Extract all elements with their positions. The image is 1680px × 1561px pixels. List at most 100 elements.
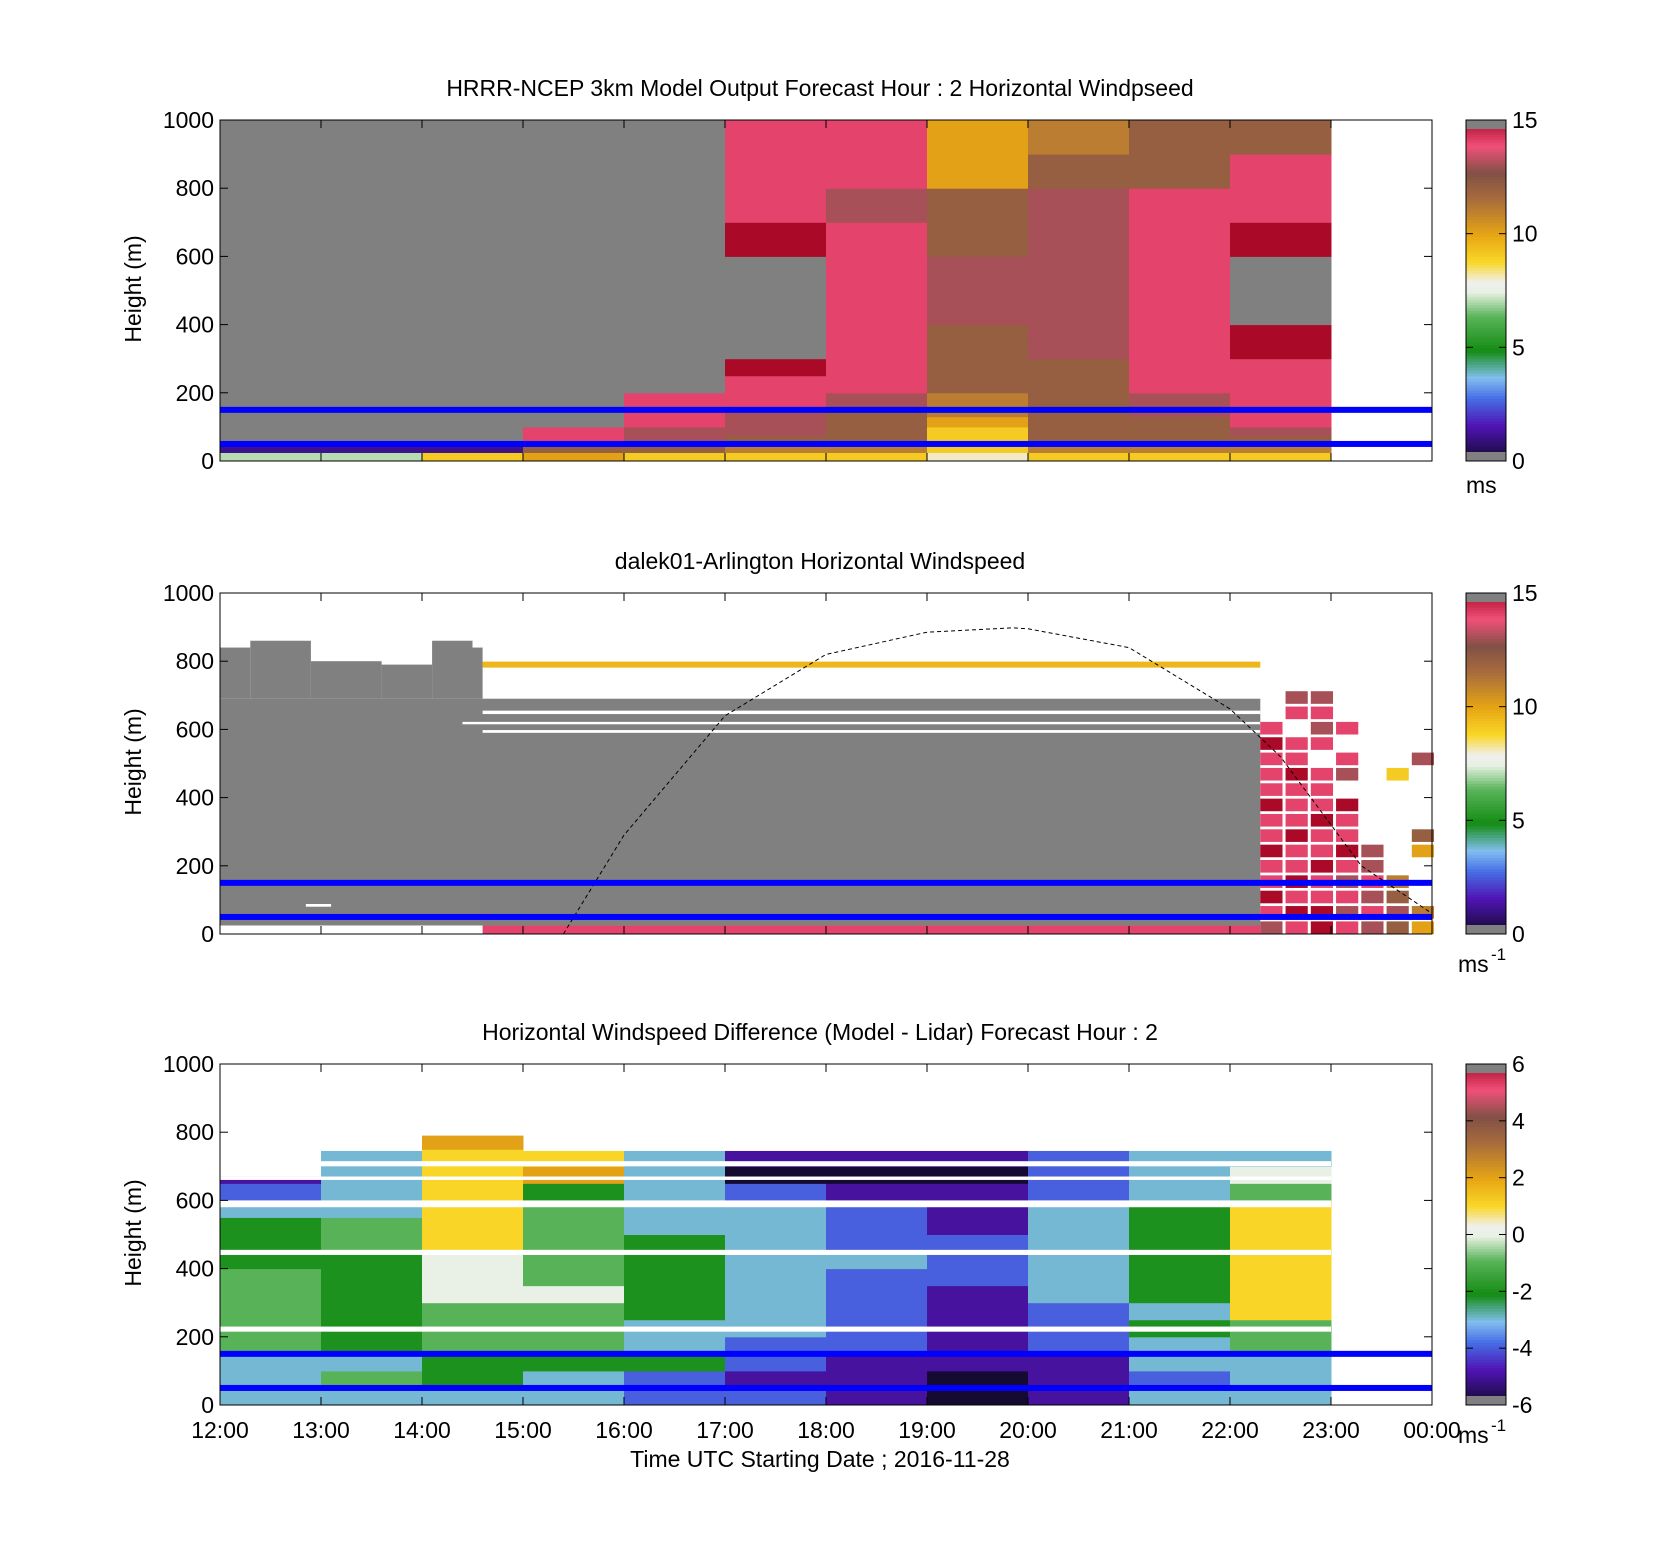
- heatmap-cell: [1230, 154, 1332, 189]
- colorbar-segment: [1466, 205, 1506, 209]
- heatmap-cell: [523, 1387, 625, 1406]
- heatmap-cell: [1230, 416, 1332, 428]
- heatmap-cell: [624, 1183, 726, 1201]
- reference-line: [220, 440, 1432, 447]
- colorbar-segment: [1466, 919, 1506, 924]
- colorbar-segment: [1466, 1126, 1506, 1130]
- colorbar-segment: [1466, 1083, 1506, 1088]
- heatmap-cell: [321, 1268, 423, 1287]
- colorbar-segment: [1466, 902, 1506, 907]
- heatmap-cell: [422, 1217, 524, 1235]
- colorbar-segment: [1466, 449, 1506, 453]
- heatmap-cell: [1028, 1251, 1130, 1270]
- colorbar-segment: [1466, 344, 1506, 348]
- heatmap-cell: [220, 416, 322, 428]
- colorbar-segment: [1466, 655, 1506, 659]
- heatmap-cell: [523, 222, 625, 257]
- profile-cell: [1260, 921, 1283, 934]
- colorbar-unit: ms: [1458, 951, 1489, 977]
- colorbar-segment: [1466, 860, 1506, 864]
- heatmap-cell: [422, 1268, 524, 1287]
- colorbar-segment: [1466, 398, 1506, 402]
- colorbar-segment: [1466, 165, 1506, 169]
- heatmap-cell: [220, 1217, 322, 1235]
- colorbar-segment: [1466, 817, 1506, 821]
- heatmap-cell: [826, 1285, 928, 1304]
- colorbar-segment: [1466, 752, 1506, 756]
- colorbar-segment: [1466, 1154, 1506, 1159]
- x-tick-label: 17:00: [696, 1417, 754, 1443]
- heatmap-cell: [1129, 1302, 1231, 1321]
- colorbar-segment: [1466, 1103, 1506, 1108]
- heatmap-cell: [321, 452, 423, 462]
- colorbar-segment: [1466, 364, 1506, 368]
- colorbar-segment: [1466, 1135, 1506, 1139]
- heatmap-cell: [927, 416, 1029, 428]
- heatmap-cell: [1230, 290, 1332, 309]
- colorbar-segment: [1466, 1243, 1506, 1247]
- heatmap-cell: [1028, 1370, 1130, 1389]
- colorbar-segment: [1466, 250, 1506, 255]
- colorbar-segment: [1466, 905, 1506, 909]
- colorbar-segment: [1466, 1143, 1506, 1147]
- colorbar-segment: [1466, 1274, 1506, 1278]
- colorbar-segment: [1466, 267, 1506, 272]
- heatmap-cell: [422, 1166, 524, 1184]
- profile-cell: [1336, 767, 1359, 781]
- colorbar-segment: [1466, 429, 1506, 434]
- x-tick-label: 12:00: [191, 1417, 249, 1443]
- colorbar-segment: [1466, 1348, 1506, 1352]
- profile-cell: [1310, 798, 1334, 812]
- colorbar-segment: [1466, 1382, 1506, 1386]
- colorbar-tick-label: 6: [1512, 1051, 1525, 1077]
- heatmap-cell: [624, 1268, 726, 1287]
- heatmap-cell: [826, 416, 928, 428]
- heatmap-cell: [1129, 188, 1231, 223]
- heatmap-cell: [1028, 1353, 1130, 1372]
- colorbar-segment: [1466, 698, 1506, 702]
- heatmap-cell: [624, 188, 726, 223]
- colorbar-segment: [1466, 432, 1506, 436]
- colorbar-segment: [1466, 1328, 1506, 1332]
- heatmap-cell: [1129, 341, 1231, 360]
- colorbar-unit: ms: [1458, 1422, 1489, 1448]
- colorbar-segment: [1466, 1260, 1506, 1264]
- colorbar-segment: [1466, 227, 1506, 232]
- colorbar-segment: [1466, 273, 1506, 277]
- heatmap-cell: [1028, 1183, 1130, 1201]
- heatmap-cell: [523, 120, 625, 155]
- colorbar-segment: [1466, 279, 1506, 283]
- colorbar-segment: [1466, 137, 1506, 141]
- heatmap-cell: [321, 1353, 423, 1372]
- colorbar-segment: [1466, 1279, 1506, 1284]
- colorbar-segment: [1466, 854, 1506, 858]
- colorbar-segment: [1466, 632, 1506, 637]
- colorbar-segment: [1466, 372, 1506, 377]
- colorbar-segment: [1466, 1166, 1506, 1170]
- profile-cell: [1361, 844, 1384, 858]
- heatmap-cell: [826, 188, 928, 223]
- heatmap-cell: [624, 416, 726, 428]
- colorbar-tick-label: 0: [1512, 448, 1525, 474]
- colorbar-tick-label: -4: [1512, 1335, 1533, 1361]
- colorbar-segment: [1466, 1345, 1506, 1349]
- colorbar-segment: [1466, 301, 1506, 306]
- heatmap-cell: [927, 443, 1029, 453]
- x-tick-label: 18:00: [797, 1417, 855, 1443]
- colorbar-tick-label: -2: [1512, 1278, 1532, 1304]
- heatmap-cell: [523, 392, 625, 407]
- heatmap-cell: [927, 452, 1029, 462]
- colorbar-segment: [1466, 156, 1506, 161]
- colorbar-segment: [1466, 202, 1506, 206]
- heatmap-cell: [1230, 324, 1332, 343]
- heatmap-cell: [422, 188, 524, 223]
- heatmap-cell: [523, 1302, 625, 1321]
- profile-cell: [1386, 890, 1409, 904]
- heatmap-cell: [624, 154, 726, 189]
- heatmap-cell: [927, 154, 1029, 189]
- heatmap-cell: [523, 1251, 625, 1270]
- white-gap: [220, 1161, 1331, 1167]
- colorbar-segment: [1466, 726, 1506, 730]
- heatmap-cell: [1230, 1370, 1332, 1389]
- heatmap-cell: [220, 290, 322, 309]
